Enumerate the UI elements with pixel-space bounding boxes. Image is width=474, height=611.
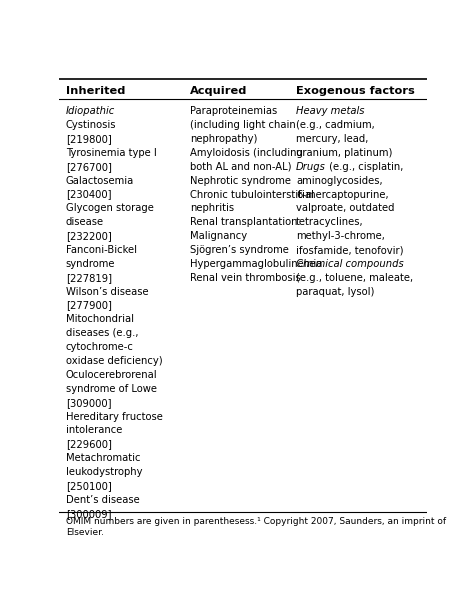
Text: Amyloidosis (including: Amyloidosis (including	[190, 148, 302, 158]
Text: disease: disease	[66, 218, 104, 227]
Text: Renal vein thrombosis: Renal vein thrombosis	[190, 273, 301, 283]
Text: Acquired: Acquired	[190, 87, 247, 97]
Text: Inherited: Inherited	[66, 87, 125, 97]
Text: 6-mercaptopurine,: 6-mercaptopurine,	[296, 189, 389, 200]
Text: Paraproteinemias: Paraproteinemias	[190, 106, 277, 116]
Text: [250100]: [250100]	[66, 481, 111, 491]
Text: leukodystrophy: leukodystrophy	[66, 467, 142, 477]
Text: oxidase deficiency): oxidase deficiency)	[66, 356, 163, 366]
Text: uranium, platinum): uranium, platinum)	[296, 148, 392, 158]
Text: valproate, outdated: valproate, outdated	[296, 203, 395, 213]
Text: nephropathy): nephropathy)	[190, 134, 257, 144]
Text: Exogenous factors: Exogenous factors	[296, 87, 415, 97]
Text: [309000]: [309000]	[66, 398, 111, 408]
Text: Idiopathic: Idiopathic	[66, 106, 115, 116]
Text: Hypergammaglobulinemia: Hypergammaglobulinemia	[190, 259, 322, 269]
Text: Dent’s disease: Dent’s disease	[66, 495, 140, 505]
Text: (including light chain: (including light chain	[190, 120, 295, 130]
Text: Galactosemia: Galactosemia	[66, 175, 134, 186]
Text: syndrome: syndrome	[66, 259, 115, 269]
Text: paraquat, lysol): paraquat, lysol)	[296, 287, 374, 297]
Text: Malignancy: Malignancy	[190, 231, 247, 241]
Text: tetracyclines,: tetracyclines,	[296, 218, 364, 227]
Text: Sjögren’s syndrome: Sjögren’s syndrome	[190, 245, 289, 255]
Text: methyl-3-chrome,: methyl-3-chrome,	[296, 231, 385, 241]
Text: Renal transplantation: Renal transplantation	[190, 218, 297, 227]
Text: Fanconi-Bickel: Fanconi-Bickel	[66, 245, 137, 255]
Text: Chronic tubulointerstitial: Chronic tubulointerstitial	[190, 189, 313, 200]
Text: [229600]: [229600]	[66, 439, 112, 449]
Text: [276700]: [276700]	[66, 162, 112, 172]
Text: intolerance: intolerance	[66, 425, 122, 436]
Text: diseases (e.g.,: diseases (e.g.,	[66, 328, 138, 338]
Text: Glycogen storage: Glycogen storage	[66, 203, 154, 213]
Text: ifosfamide, tenofovir): ifosfamide, tenofovir)	[296, 245, 404, 255]
Text: Oculocerebrorenal: Oculocerebrorenal	[66, 370, 157, 380]
Text: Chemical compounds: Chemical compounds	[296, 259, 404, 269]
Text: Mitochondrial: Mitochondrial	[66, 315, 134, 324]
Text: [300009]: [300009]	[66, 509, 111, 519]
Text: Elsevier.: Elsevier.	[66, 529, 104, 537]
Text: (e.g., toluene, maleate,: (e.g., toluene, maleate,	[296, 273, 413, 283]
Text: Drugs: Drugs	[296, 162, 326, 172]
Text: [232200]: [232200]	[66, 231, 111, 241]
Text: OMIM numbers are given in parenthesess.¹ Copyright 2007, Saunders, an imprint of: OMIM numbers are given in parenthesess.¹…	[66, 516, 446, 525]
Text: nephritis: nephritis	[190, 203, 234, 213]
Text: (e.g., cadmium,: (e.g., cadmium,	[296, 120, 375, 130]
Text: Tyrosinemia type I: Tyrosinemia type I	[66, 148, 156, 158]
Text: Metachromatic: Metachromatic	[66, 453, 140, 463]
Text: Wilson’s disease: Wilson’s disease	[66, 287, 148, 297]
Text: both AL and non-AL): both AL and non-AL)	[190, 162, 291, 172]
Text: Nephrotic syndrome: Nephrotic syndrome	[190, 175, 291, 186]
Text: aminoglycosides,: aminoglycosides,	[296, 175, 383, 186]
Text: Heavy metals: Heavy metals	[296, 106, 365, 116]
Text: mercury, lead,: mercury, lead,	[296, 134, 369, 144]
Text: Cystinosis: Cystinosis	[66, 120, 116, 130]
Text: (e.g., cisplatin,: (e.g., cisplatin,	[326, 162, 403, 172]
Text: syndrome of Lowe: syndrome of Lowe	[66, 384, 157, 394]
Text: [219800]: [219800]	[66, 134, 111, 144]
Text: [227819]: [227819]	[66, 273, 112, 283]
Text: [230400]: [230400]	[66, 189, 111, 200]
Text: cytochrome-c: cytochrome-c	[66, 342, 134, 352]
Text: Hereditary fructose: Hereditary fructose	[66, 412, 163, 422]
Text: [277900]: [277900]	[66, 301, 112, 310]
